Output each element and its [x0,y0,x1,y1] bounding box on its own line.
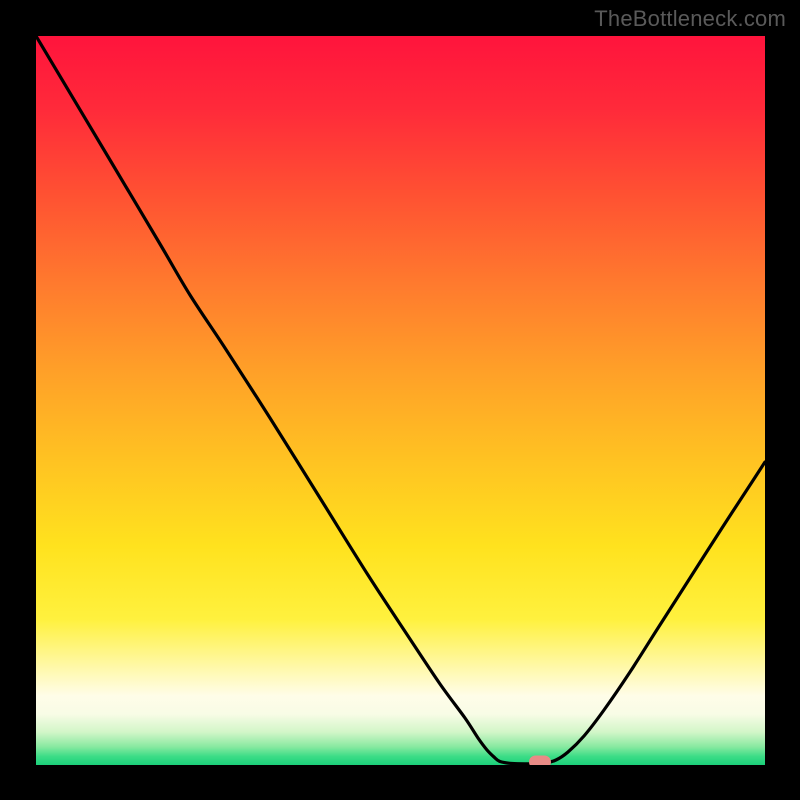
plot-area [36,36,765,765]
watermark-text: TheBottleneck.com [594,6,786,32]
bottleneck-curve [36,36,765,765]
optimal-marker [529,756,551,766]
